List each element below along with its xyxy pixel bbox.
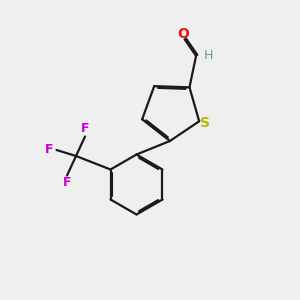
- Text: F: F: [81, 122, 89, 136]
- Text: H: H: [204, 49, 213, 62]
- Text: O: O: [177, 27, 189, 41]
- Text: S: S: [200, 116, 210, 130]
- Text: F: F: [45, 143, 53, 156]
- Text: F: F: [63, 176, 71, 190]
